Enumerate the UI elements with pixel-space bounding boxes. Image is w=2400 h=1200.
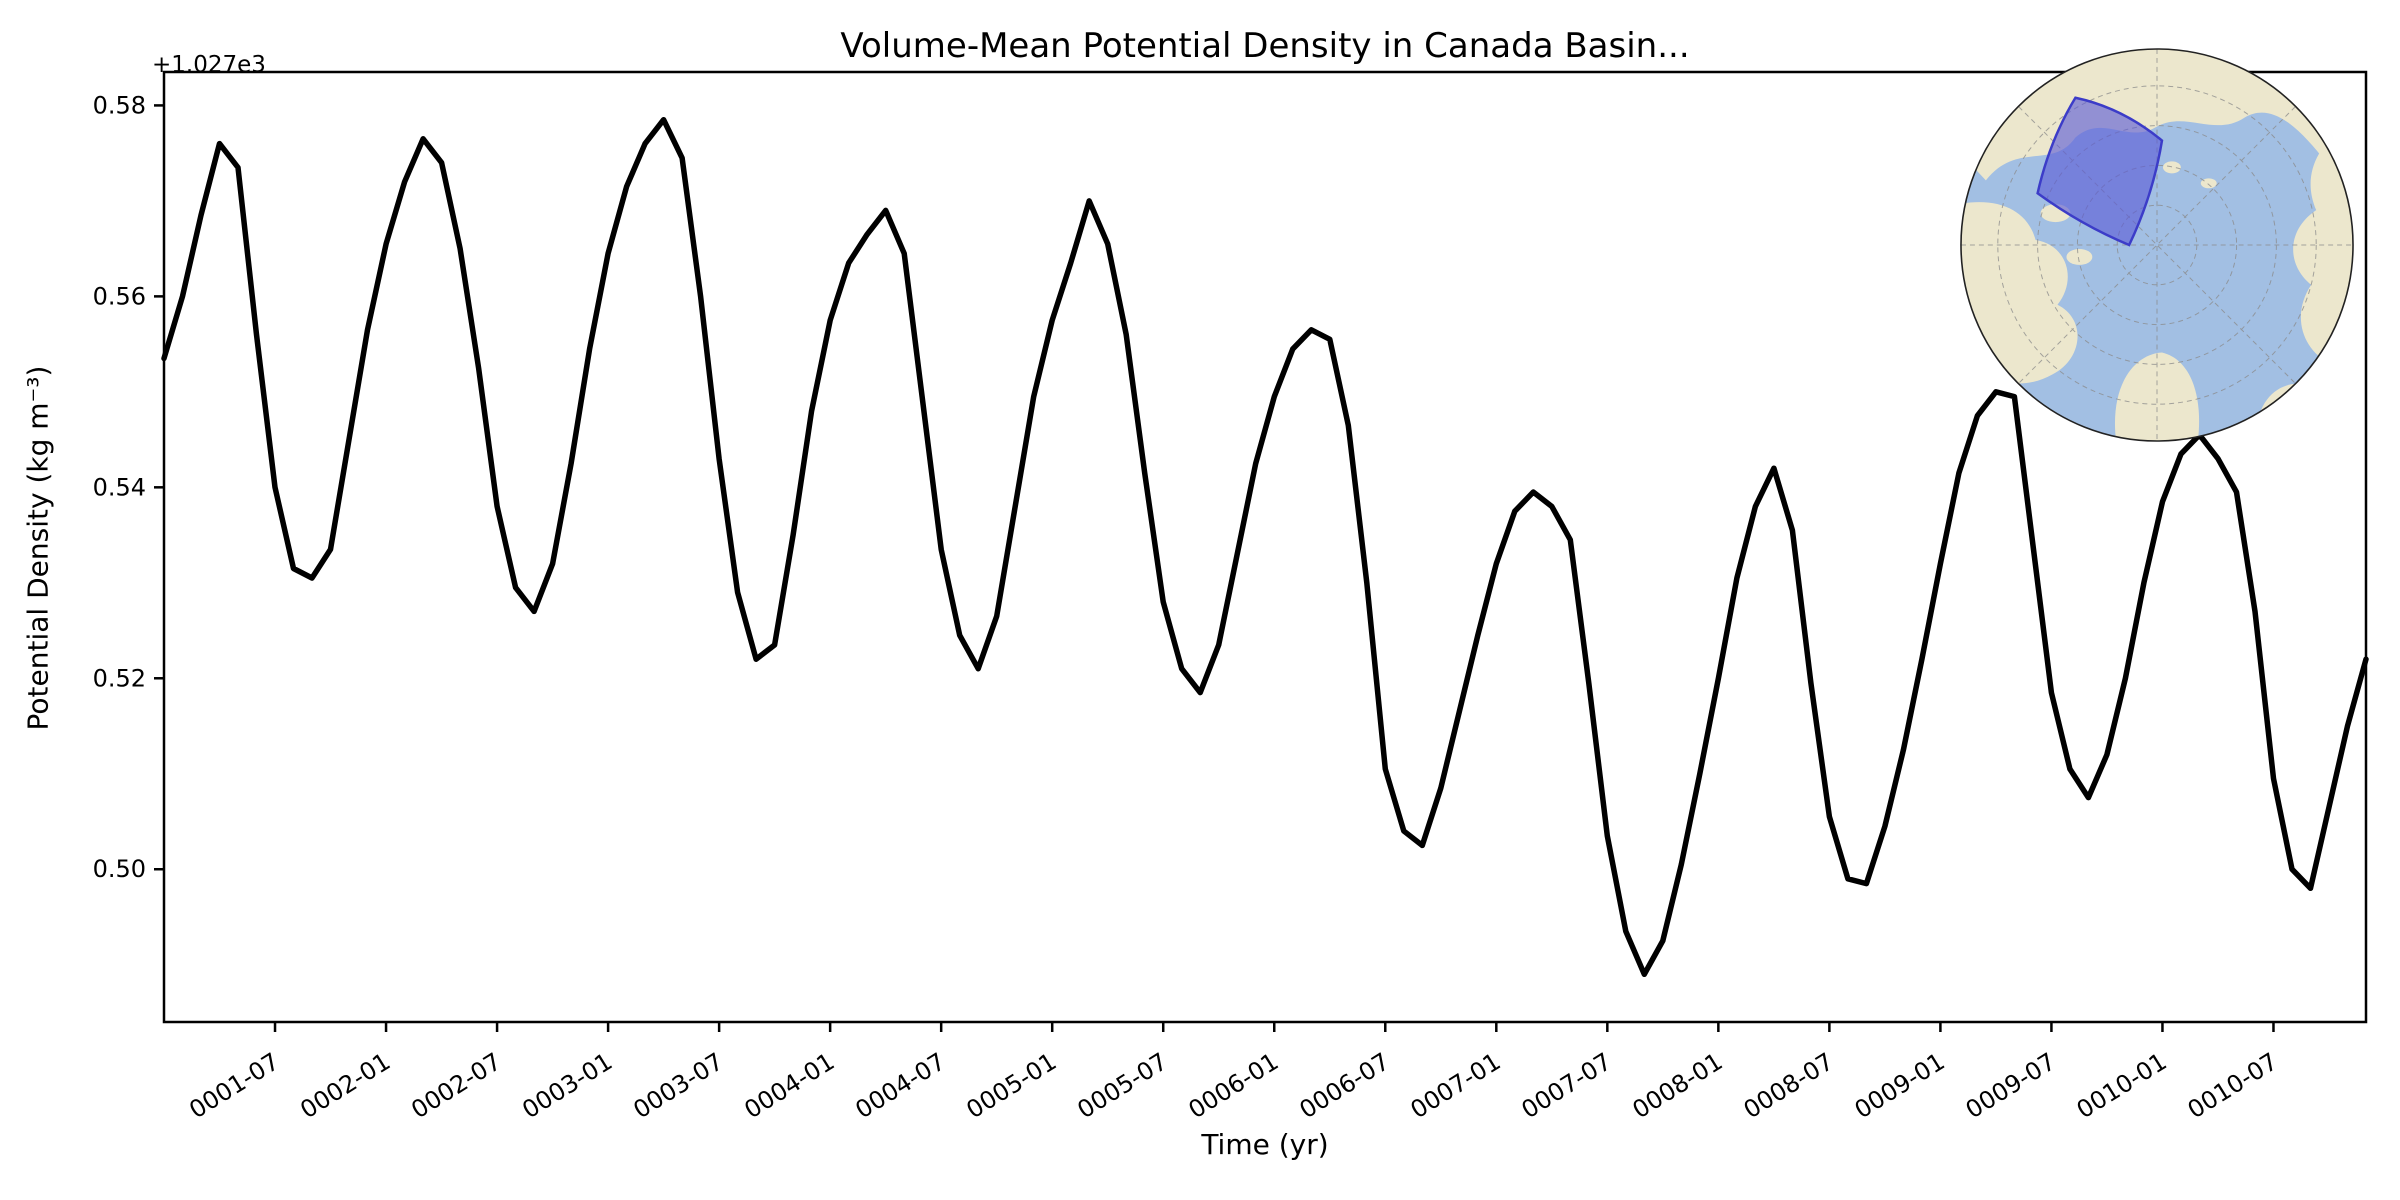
x-tick-label: 0001-07 (184, 1047, 284, 1124)
x-tick-label: 0002-07 (406, 1047, 506, 1124)
x-tick-label: 0010-07 (2183, 1047, 2283, 1124)
x-tick-label: 0009-07 (1961, 1047, 2061, 1124)
x-tick-label: 0007-01 (1406, 1047, 1506, 1124)
y-tick-label: 0.58 (93, 91, 146, 119)
island (2162, 161, 2181, 174)
axes-spines (162, 70, 2368, 1024)
line-series (161, 116, 2369, 978)
x-tick-label: 0006-07 (1295, 1047, 1395, 1124)
y-tick-label: 0.50 (93, 855, 146, 883)
x-tick-label: 0003-07 (628, 1047, 728, 1124)
inset-map-border (1960, 48, 2354, 442)
y-axis-offset-label: +1.027e3 (152, 52, 266, 78)
x-tick-label: 0009-01 (1850, 1047, 1950, 1124)
inset-map (1960, 48, 2354, 442)
canada-basin-region-highlight (2036, 96, 2164, 247)
x-tick-label: 0006-01 (1184, 1047, 1284, 1124)
island (2066, 248, 2093, 265)
x-tick-label: 0005-07 (1073, 1047, 1173, 1124)
x-tick-label: 0008-01 (1628, 1047, 1728, 1124)
x-tick-label: 0002-01 (295, 1047, 395, 1124)
x-tick-label: 0008-07 (1739, 1047, 1839, 1124)
x-tick-label: 0003-01 (517, 1047, 617, 1124)
x-tick-label: 0005-01 (962, 1047, 1062, 1124)
island (2018, 287, 2041, 306)
y-tick-label: 0.56 (93, 282, 146, 310)
y-tick-label: 0.54 (93, 473, 146, 501)
x-tick-label: 0010-01 (2072, 1047, 2172, 1124)
x-axis-label: Time (yr) (1201, 1128, 1329, 1161)
y-tick-label: 0.52 (93, 664, 146, 692)
chart-title: Volume-Mean Potential Density in Canada … (840, 26, 1690, 66)
x-tick-label: 0004-07 (850, 1047, 950, 1124)
x-tick-label: 0007-07 (1517, 1047, 1617, 1124)
x-tick-label: 0004-01 (739, 1047, 839, 1124)
